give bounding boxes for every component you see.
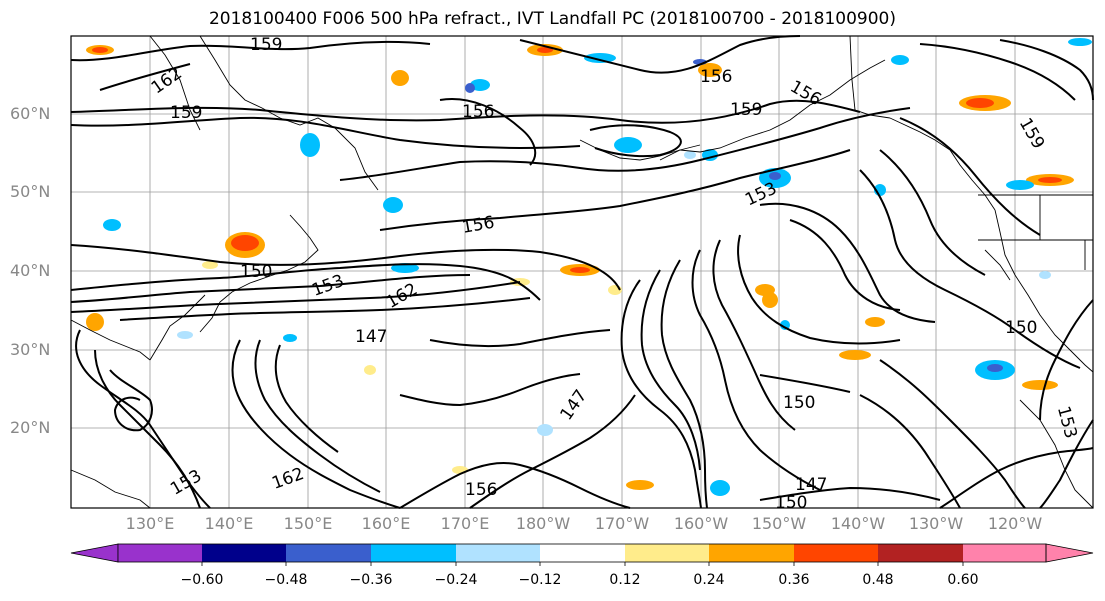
map-title: 2018100400 F006 500 hPa refract., IVT La… [208, 9, 896, 29]
colorbar-bin [963, 544, 1046, 562]
colorbar-tick-label: −0.12 [518, 572, 562, 588]
contour-label: 147 [795, 475, 827, 495]
lon-label: 170°W [594, 514, 650, 533]
colorbar-bin [794, 544, 878, 562]
contour-label: 159 [170, 103, 202, 123]
lon-label: 140°E [204, 514, 254, 533]
contour-label: 150 [783, 393, 815, 413]
colorbar-tick-label: 0.48 [862, 572, 894, 588]
lon-label: 160°E [361, 514, 411, 533]
refractivity-fill [86, 38, 1092, 496]
lon-label: 150°E [283, 514, 333, 533]
lon-label: 150°W [751, 514, 807, 533]
colorbar-bin [371, 544, 456, 562]
height-contours [70, 35, 1094, 509]
colorbar-tick-label: −0.48 [264, 572, 308, 588]
contour-label: 150 [240, 262, 272, 282]
lon-label: 130°E [125, 514, 175, 533]
colorbar [70, 543, 1094, 566]
contour-label: 150 [1005, 318, 1037, 338]
contour-label: 150 [775, 493, 807, 513]
contour-label: 159 [250, 35, 282, 55]
colorbar-tick-label: −0.60 [180, 572, 224, 588]
lat-label: 50°N [10, 182, 51, 201]
colorbar-bin [540, 544, 625, 562]
colorbar-tick-label: 0.12 [609, 572, 641, 588]
lat-label: 60°N [10, 104, 51, 123]
colorbar-bin [456, 544, 540, 562]
colorbar-bin [625, 544, 709, 562]
colorbar-bin [202, 544, 286, 562]
lon-label: 120°W [987, 514, 1043, 533]
lat-label: 40°N [10, 261, 51, 280]
contour-label: 156 [462, 102, 494, 122]
colorbar-tick-label: 0.24 [693, 572, 725, 588]
map-frame [70, 35, 1094, 509]
lon-label: 170°E [440, 514, 490, 533]
colorbar-tick-label: 0.36 [778, 572, 810, 588]
colorbar-bin [286, 544, 371, 562]
contour-label: 147 [355, 327, 387, 347]
colorbar-tick-label: −0.36 [349, 572, 393, 588]
lon-label: 140°W [830, 514, 886, 533]
lon-label: 160°W [673, 514, 729, 533]
colorbar-bin [878, 544, 963, 562]
lon-label: 180°W [515, 514, 571, 533]
lat-label: 20°N [10, 418, 51, 437]
colorbar-bin [709, 544, 794, 562]
map-plot-area: 159 156 162 159 156 159 153 156 150 153 … [70, 35, 1094, 513]
contour-label: 156 [700, 67, 732, 87]
lon-label: 130°W [908, 514, 964, 533]
colorbar-extend-min [70, 543, 119, 563]
contour-label: 156 [465, 480, 497, 500]
lat-label: 30°N [10, 340, 51, 359]
colorbar-extend-max [1045, 543, 1094, 563]
colorbar-tick-label: −0.24 [434, 572, 478, 588]
colorbar-tick-label: 0.60 [947, 572, 979, 588]
contour-label: 159 [730, 100, 762, 120]
colorbar-bin [118, 544, 202, 562]
